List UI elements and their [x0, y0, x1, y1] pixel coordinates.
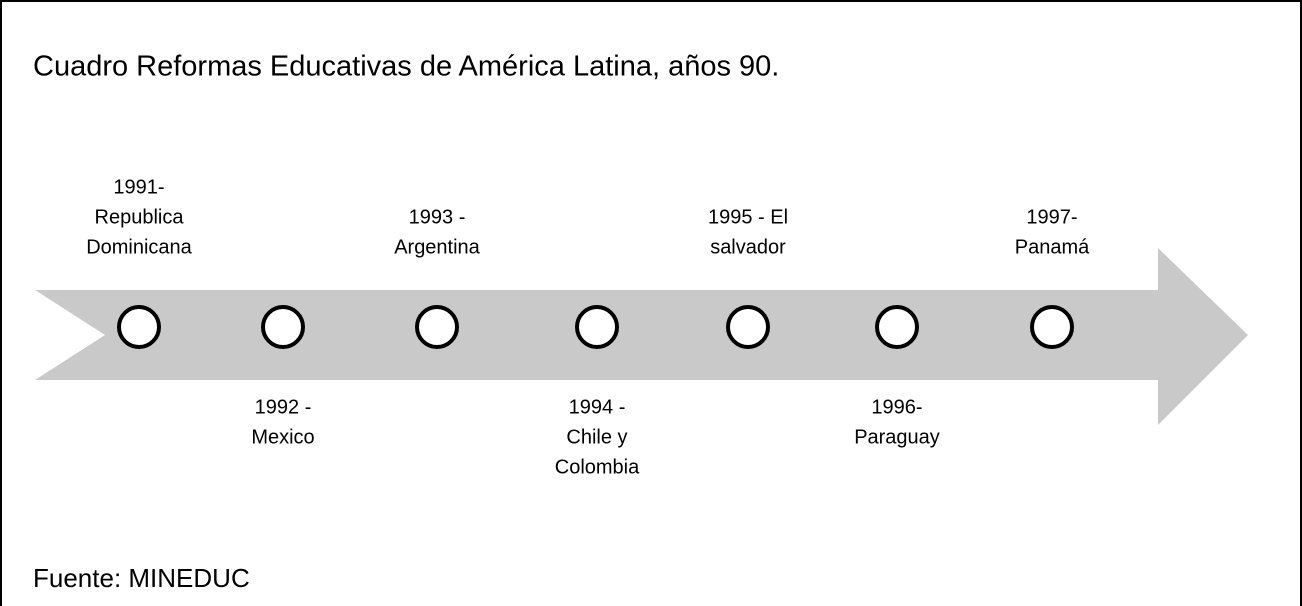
event-marker	[117, 305, 161, 349]
event-marker	[726, 305, 770, 349]
event-marker	[1030, 305, 1074, 349]
event-label: Republica	[95, 206, 185, 228]
event-label: Mexico	[251, 426, 314, 448]
event-label: Colombia	[555, 456, 640, 478]
event-label: Paraguay	[854, 426, 940, 448]
event-marker	[875, 305, 919, 349]
timeline-arrow	[35, 248, 1248, 425]
event-label: 1991-	[113, 176, 164, 198]
event-marker	[261, 305, 305, 349]
event-label: 1994 -	[569, 396, 626, 418]
event-label: Dominicana	[86, 236, 192, 258]
event-label: 1993 -	[409, 206, 466, 228]
event-label: Argentina	[394, 236, 480, 258]
event-label: 1997-	[1026, 206, 1077, 228]
event-marker	[575, 305, 619, 349]
event-label: Panamá	[1015, 236, 1090, 258]
event-marker	[415, 305, 459, 349]
event-label: salvador	[710, 236, 786, 258]
title: Cuadro Reformas Educativas de América La…	[33, 51, 779, 83]
event-label: 1996-	[871, 396, 922, 418]
event-label: 1995 - El	[708, 206, 788, 228]
source: Fuente: MINEDUC	[33, 563, 250, 593]
event-label: 1992 -	[255, 396, 312, 418]
event-label: Chile y	[566, 426, 627, 448]
